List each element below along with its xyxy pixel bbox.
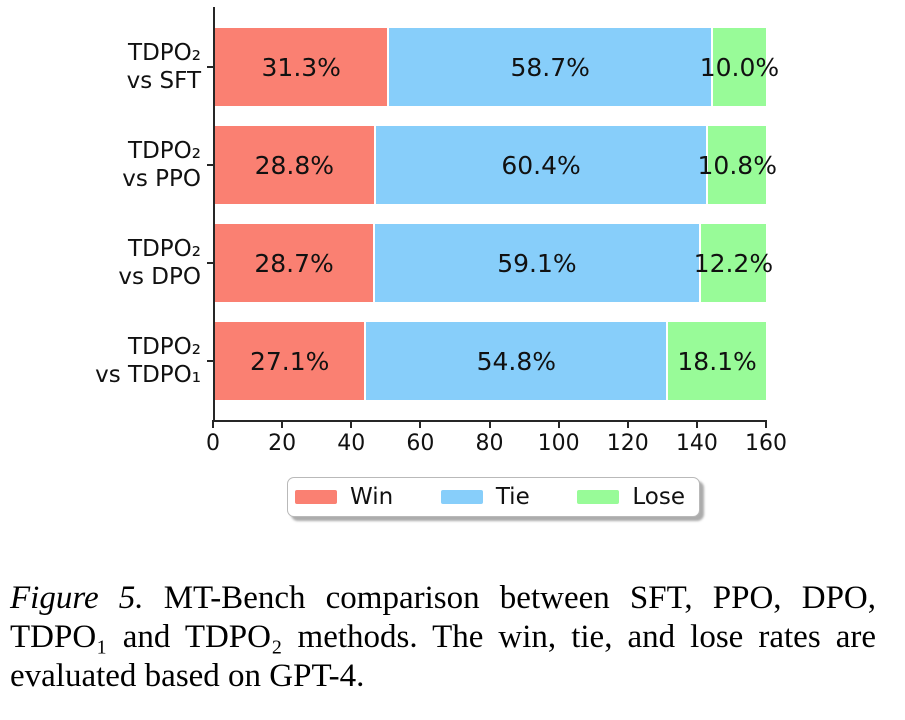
category-label-line2: vs DPO: [118, 264, 201, 290]
legend: Win Tie Lose: [287, 477, 700, 517]
bar-segment-tie: 59.1%: [373, 224, 699, 302]
bar-value-label: 28.7%: [254, 248, 334, 278]
plot-area: TDPO₂ vs SFT 31.3% 58.7% 10.0% TDPO₂ vs PPO 28.…: [95, 7, 787, 456]
bar-value-label: 58.7%: [510, 52, 590, 82]
bar-segment-lose: 10.0%: [700, 28, 779, 106]
x-tick: [488, 420, 491, 428]
x-tick: [419, 420, 422, 428]
bar-value-label: 54.8%: [476, 346, 556, 376]
category-label: TDPO₂ vs TDPO₁: [95, 333, 201, 389]
bar-rows: TDPO₂ vs SFT 31.3% 58.7% 10.0% TDPO₂ vs PPO 28.…: [95, 28, 779, 441]
bar-row: TDPO₂ vs PPO 28.8% 60.4% 10.8%: [122, 126, 777, 224]
bar-segment-lose: 10.8%: [698, 126, 777, 204]
x-tick: [765, 420, 767, 428]
legend-item: Tie: [440, 484, 530, 510]
figure-label: Figure 5.: [10, 580, 144, 616]
y-tick: [207, 164, 213, 166]
caption-line-2: TDPO₁ and TDPO₂ methods. The win, tie, a…: [10, 619, 876, 655]
y-tick: [207, 360, 213, 362]
category-label-line2: vs PPO: [122, 166, 201, 192]
x-tick-label: 0: [206, 431, 220, 456]
x-tick-label: 140: [675, 431, 718, 456]
x-tick-label: 100: [537, 431, 580, 456]
x-tick: [281, 420, 284, 428]
bar-value-label: 31.3%: [261, 52, 341, 82]
x-tick-label: 160: [745, 431, 787, 456]
stacked-bar: 28.7% 59.1% 12.2%: [215, 224, 773, 302]
bar-segment-tie: 54.8%: [364, 322, 667, 400]
x-axis-ticks: 0 20 40 60 80 100 120 140 160: [206, 420, 787, 470]
bar-row: TDPO₂ vs SFT 31.3% 58.7% 10.0%: [127, 28, 779, 126]
category-label: TDPO₂ vs SFT: [127, 39, 201, 95]
x-tick: [626, 420, 629, 428]
bar-row: TDPO₂ vs DPO 28.7% 59.1% 12.2%: [118, 224, 773, 322]
category-label-line1: TDPO₂: [128, 236, 201, 262]
legend-swatch-lose: [577, 490, 620, 504]
legend-label-win: Win: [350, 484, 394, 510]
figure-caption: Figure 5. MT-Bench comparison between SF…: [10, 579, 876, 696]
x-tick-label: 60: [406, 431, 435, 456]
stacked-bar: 28.8% 60.4% 10.8%: [215, 126, 777, 204]
x-tick: [695, 420, 698, 428]
legend-label-lose: Lose: [632, 484, 685, 510]
bar-segment-win: 31.3%: [215, 28, 388, 106]
x-tick-label: 80: [475, 431, 504, 456]
legend-label-tie: Tie: [495, 484, 530, 510]
stacked-bar: 31.3% 58.7% 10.0%: [215, 28, 779, 106]
legend-swatch-win: [295, 490, 337, 504]
caption-line-3: evaluated based on GPT-4.: [10, 658, 365, 694]
category-label-line2: vs TDPO₁: [95, 362, 201, 388]
x-tick-label: 20: [268, 431, 297, 456]
x-tick: [557, 420, 560, 428]
legend-swatch-tie: [440, 490, 483, 504]
x-tick-label: 120: [606, 431, 649, 456]
category-label-line1: TDPO₂: [128, 138, 201, 164]
bar-segment-tie: 58.7%: [387, 28, 711, 106]
bar-segment-win: 28.7%: [215, 224, 374, 302]
y-tick: [207, 262, 213, 264]
stacked-bar: 27.1% 54.8% 18.1%: [215, 322, 766, 400]
bar-value-label: 27.1%: [249, 346, 330, 376]
bar-value-label: 12.2%: [693, 248, 774, 278]
bar-value-label: 10.0%: [699, 52, 780, 82]
category-label: TDPO₂ vs PPO: [122, 137, 201, 193]
bar-value-label: 18.1%: [677, 346, 757, 376]
bar-segment-lose: 18.1%: [666, 322, 766, 400]
legend-item: Win: [295, 484, 393, 510]
bar-segment-tie: 60.4%: [373, 126, 707, 204]
bar-value-label: 10.8%: [697, 150, 777, 180]
category-label-line2: vs SFT: [126, 68, 201, 94]
legend-item: Lose: [577, 484, 685, 510]
category-label: TDPO₂ vs DPO: [118, 235, 201, 291]
category-label-line1: TDPO₂: [128, 334, 201, 360]
category-label-line1: TDPO₂: [128, 40, 201, 66]
bar-value-label: 28.8%: [254, 150, 335, 180]
x-tick: [212, 420, 214, 428]
bar-segment-win: 28.8%: [215, 126, 374, 204]
bar-value-label: 59.1%: [497, 248, 577, 278]
x-tick: [350, 420, 353, 428]
caption-text-1: MT-Bench comparison between SFT, PPO, DP…: [163, 580, 877, 616]
x-tick-label: 40: [337, 431, 366, 456]
caption-line-1: Figure 5. MT-Bench comparison between SF…: [10, 579, 876, 618]
bar-row: TDPO₂ vs TDPO₁ 27.1% 54.8% 18.1%: [95, 322, 766, 420]
bar-segment-lose: 12.2%: [694, 224, 773, 302]
bar-segment-win: 27.1%: [215, 322, 365, 400]
y-tick: [207, 66, 213, 68]
bar-value-label: 60.4%: [501, 150, 581, 180]
